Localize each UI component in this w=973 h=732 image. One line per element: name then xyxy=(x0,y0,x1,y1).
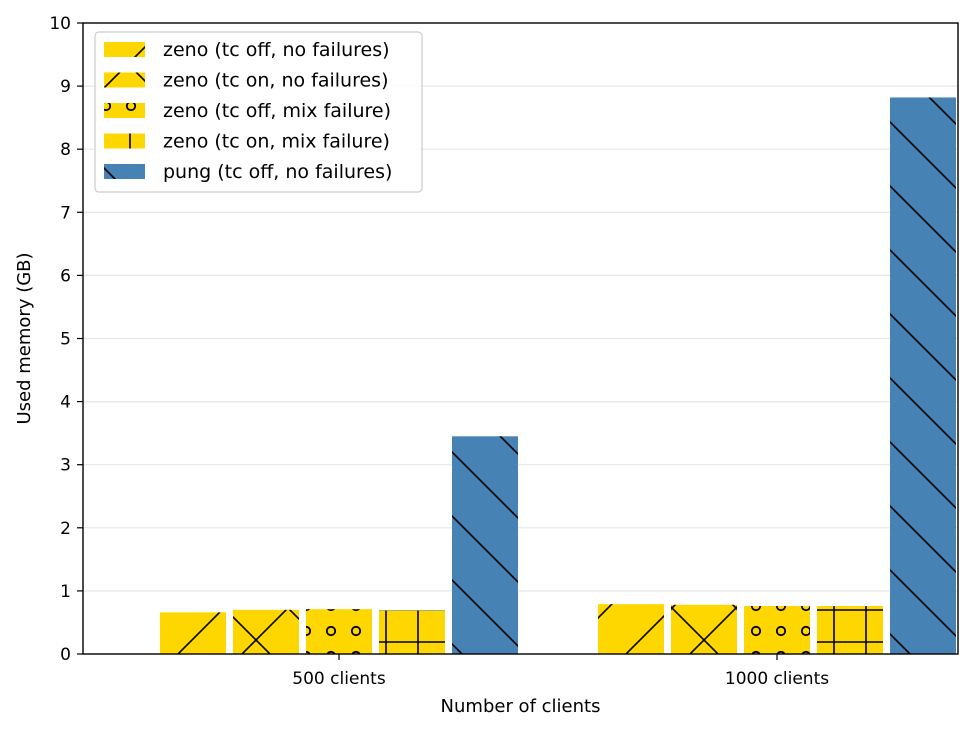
legend-label: zeno (tc on, no failures) xyxy=(163,70,389,92)
x-tick-label: 500 clients xyxy=(292,669,386,689)
legend-box xyxy=(94,31,423,193)
x-tick-label: 1000 clients xyxy=(725,669,829,689)
y-tick-label: 10 xyxy=(49,14,71,34)
legend-label: zeno (tc off, mix failure) xyxy=(163,100,391,122)
bar-hatch xyxy=(452,436,518,654)
bar-hatch xyxy=(598,604,664,654)
bar-hatch xyxy=(379,610,445,654)
y-tick-label: 9 xyxy=(60,77,71,97)
y-axis: 0 1 2 3 4 5 6 7 8 9 10 xyxy=(49,14,83,665)
y-tick-label: 0 xyxy=(60,645,71,665)
grid-lines xyxy=(83,85,958,592)
legend-swatch-hatch xyxy=(104,164,145,179)
bar-hatch xyxy=(744,606,810,654)
y-tick-label: 6 xyxy=(60,266,71,286)
y-tick-label: 3 xyxy=(60,456,71,476)
y-tick-label: 8 xyxy=(60,140,71,160)
bar-hatch xyxy=(160,612,226,654)
y-tick-label: 4 xyxy=(60,393,71,413)
bars xyxy=(160,97,956,654)
bar-hatch xyxy=(306,609,372,654)
legend-label: zeno (tc on, mix failure) xyxy=(163,131,390,153)
bar-hatch xyxy=(671,604,737,654)
legend-swatch-hatch xyxy=(104,133,145,149)
bar-hatch xyxy=(890,97,956,654)
y-tick-label: 5 xyxy=(60,330,71,350)
legend-swatch-hatch xyxy=(104,103,145,118)
y-tick-label: 7 xyxy=(60,203,71,223)
legend-swatch-hatch xyxy=(104,72,145,88)
x-axis: 500 clients 1000 clients xyxy=(292,654,829,689)
y-tick-label: 2 xyxy=(60,519,71,539)
bar-hatch xyxy=(817,606,883,654)
legend-swatch-hatch xyxy=(104,42,145,57)
x-axis-label: Number of clients xyxy=(441,696,601,717)
legend-label: pung (tc off, no failures) xyxy=(163,161,392,183)
y-tick-label: 1 xyxy=(60,582,71,602)
legend-label: zeno (tc off, no failures) xyxy=(163,39,390,61)
bar-hatch xyxy=(233,609,299,654)
y-axis-label: Used memory (GB) xyxy=(14,252,35,424)
legend: zeno (tc off, no failures) zeno (tc on, n… xyxy=(94,31,423,193)
